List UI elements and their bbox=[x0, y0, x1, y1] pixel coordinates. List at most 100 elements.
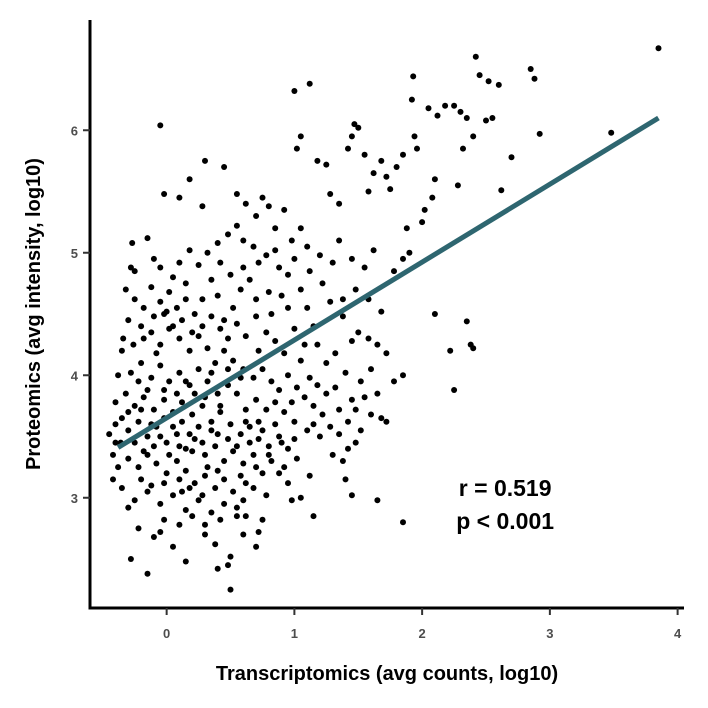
data-point bbox=[352, 286, 359, 293]
data-point bbox=[176, 369, 183, 376]
data-point bbox=[476, 72, 483, 79]
data-point bbox=[131, 402, 138, 409]
data-point bbox=[293, 145, 300, 152]
data-point bbox=[316, 433, 323, 440]
data-point bbox=[227, 421, 234, 428]
data-point bbox=[263, 406, 270, 413]
data-point bbox=[336, 406, 343, 413]
data-point bbox=[195, 497, 202, 504]
data-point bbox=[281, 206, 288, 213]
x-axis-ticks: 0 1 2 3 4 bbox=[163, 608, 682, 641]
data-point bbox=[208, 427, 215, 434]
data-point bbox=[182, 296, 189, 303]
data-point bbox=[157, 122, 164, 129]
data-point bbox=[138, 476, 145, 483]
data-point bbox=[189, 329, 196, 336]
data-point bbox=[485, 78, 492, 85]
data-point bbox=[173, 431, 180, 438]
data-point bbox=[242, 418, 249, 425]
data-point bbox=[195, 423, 202, 430]
data-point bbox=[357, 378, 364, 385]
data-point bbox=[237, 472, 244, 479]
data-point bbox=[361, 264, 368, 271]
data-point bbox=[463, 115, 470, 121]
data-point bbox=[421, 206, 428, 213]
data-point bbox=[214, 292, 221, 299]
data-point bbox=[291, 436, 298, 442]
data-point bbox=[176, 476, 183, 483]
data-point bbox=[355, 329, 362, 336]
data-point bbox=[259, 470, 266, 477]
data-point bbox=[655, 45, 662, 52]
data-point bbox=[130, 341, 137, 348]
data-point bbox=[348, 492, 355, 499]
data-point bbox=[208, 509, 215, 516]
data-point bbox=[253, 296, 260, 303]
data-point bbox=[150, 443, 157, 450]
data-point bbox=[242, 406, 249, 413]
data-point bbox=[112, 439, 119, 446]
data-point bbox=[327, 298, 334, 305]
data-point bbox=[144, 387, 151, 393]
data-point bbox=[176, 443, 183, 450]
data-point bbox=[368, 366, 374, 373]
data-point bbox=[140, 394, 147, 401]
data-point bbox=[122, 390, 129, 397]
data-point bbox=[301, 394, 308, 401]
data-point bbox=[531, 75, 538, 82]
data-point bbox=[342, 476, 349, 483]
data-point bbox=[489, 115, 496, 121]
data-point bbox=[204, 464, 211, 471]
data-point bbox=[483, 117, 489, 124]
data-point bbox=[225, 231, 231, 238]
data-point bbox=[118, 485, 125, 491]
data-point bbox=[208, 369, 215, 376]
data-point bbox=[285, 271, 291, 278]
data-point bbox=[288, 399, 295, 406]
data-point bbox=[272, 421, 279, 428]
data-point bbox=[182, 445, 189, 452]
data-point bbox=[431, 311, 438, 317]
data-point bbox=[225, 366, 231, 373]
data-point bbox=[352, 439, 359, 446]
data-point bbox=[297, 357, 304, 364]
data-point bbox=[242, 480, 249, 487]
data-point bbox=[253, 396, 260, 403]
data-point bbox=[293, 384, 300, 391]
data-point bbox=[242, 200, 249, 207]
data-point bbox=[253, 543, 260, 550]
data-point bbox=[140, 304, 147, 311]
data-point bbox=[242, 333, 249, 340]
data-point bbox=[323, 390, 330, 397]
data-point bbox=[233, 320, 240, 327]
data-point bbox=[431, 176, 438, 183]
data-point bbox=[319, 280, 326, 287]
data-point bbox=[259, 366, 266, 373]
data-point bbox=[323, 161, 330, 168]
data-point bbox=[419, 219, 426, 226]
data-point bbox=[345, 145, 351, 152]
data-point bbox=[125, 455, 132, 462]
data-point bbox=[306, 472, 313, 479]
data-point bbox=[536, 130, 543, 137]
data-point bbox=[153, 460, 160, 467]
data-point bbox=[608, 129, 615, 136]
data-point bbox=[240, 460, 247, 467]
data-point bbox=[276, 387, 283, 393]
data-point bbox=[255, 259, 262, 266]
data-point bbox=[329, 451, 336, 458]
data-point bbox=[291, 88, 298, 94]
data-point bbox=[150, 255, 157, 262]
data-point bbox=[186, 431, 193, 438]
data-point bbox=[272, 338, 279, 344]
data-point bbox=[323, 360, 330, 366]
data-point bbox=[131, 268, 138, 275]
data-point bbox=[265, 289, 272, 295]
y-tick-label: 6 bbox=[71, 123, 78, 138]
data-point bbox=[374, 497, 381, 504]
data-point bbox=[403, 225, 410, 232]
data-point bbox=[202, 157, 208, 164]
data-point bbox=[170, 323, 176, 330]
data-point bbox=[161, 191, 168, 197]
data-point bbox=[406, 249, 413, 256]
